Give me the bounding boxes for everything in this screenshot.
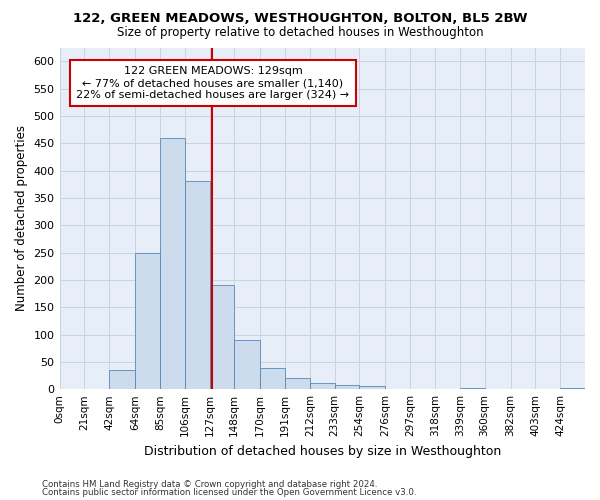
Bar — [560, 388, 585, 389]
Bar — [310, 382, 335, 389]
Y-axis label: Number of detached properties: Number of detached properties — [15, 126, 28, 312]
Text: 122 GREEN MEADOWS: 129sqm
← 77% of detached houses are smaller (1,140)
22% of se: 122 GREEN MEADOWS: 129sqm ← 77% of detac… — [76, 66, 350, 100]
Bar — [335, 386, 359, 389]
Text: Contains public sector information licensed under the Open Government Licence v3: Contains public sector information licen… — [42, 488, 416, 497]
Bar — [235, 340, 260, 389]
Text: Size of property relative to detached houses in Westhoughton: Size of property relative to detached ho… — [116, 26, 484, 39]
Bar — [260, 368, 285, 389]
Bar — [185, 182, 209, 389]
Bar — [160, 138, 185, 389]
Text: 122, GREEN MEADOWS, WESTHOUGHTON, BOLTON, BL5 2BW: 122, GREEN MEADOWS, WESTHOUGHTON, BOLTON… — [73, 12, 527, 26]
Bar — [109, 370, 135, 389]
Bar — [135, 252, 160, 389]
Bar — [359, 386, 385, 389]
Text: Contains HM Land Registry data © Crown copyright and database right 2024.: Contains HM Land Registry data © Crown c… — [42, 480, 377, 489]
X-axis label: Distribution of detached houses by size in Westhoughton: Distribution of detached houses by size … — [143, 444, 501, 458]
Bar — [285, 378, 310, 389]
Bar — [209, 286, 235, 389]
Bar — [460, 388, 485, 389]
